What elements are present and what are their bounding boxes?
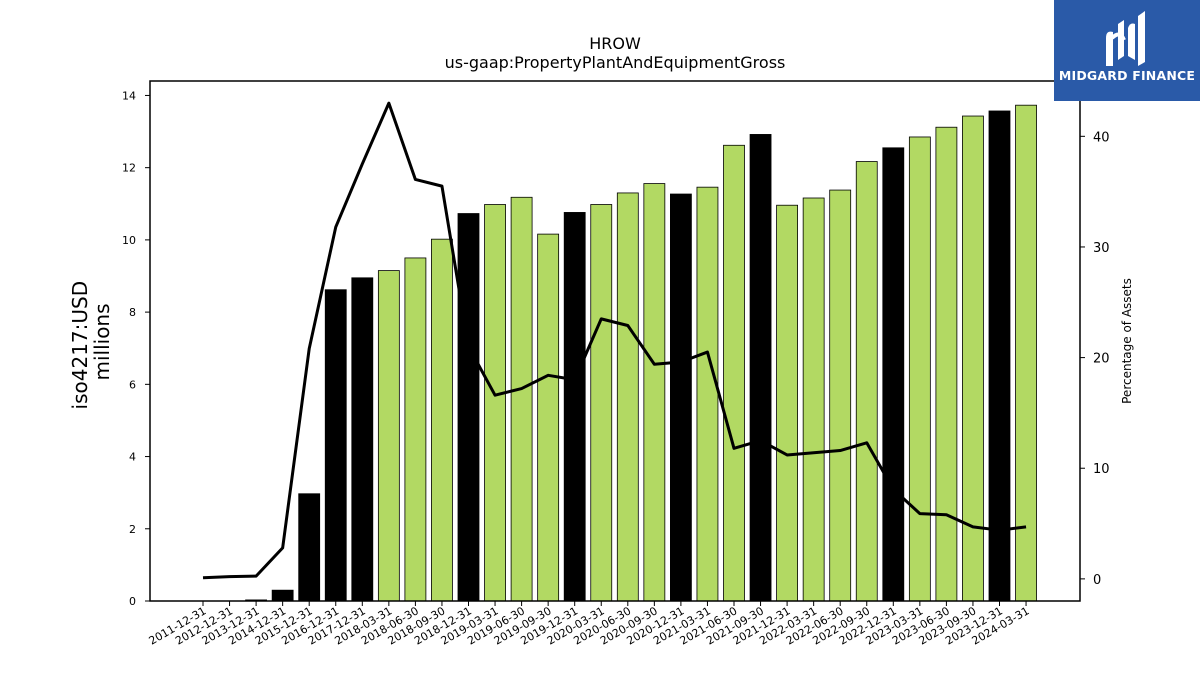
y-tick-label: 8 <box>129 306 136 319</box>
ticks: 024681012140102030402011-12-312012-12-31… <box>122 89 1110 647</box>
bar-2022-12-31 <box>882 147 905 602</box>
bar-2018-03-31 <box>377 270 400 602</box>
bar-2020-03-31 <box>590 204 613 602</box>
y-axis-label-left: iso4217:USD millions <box>68 275 114 410</box>
bar-2016-12-31 <box>324 289 347 602</box>
chart-title: HROW <box>589 34 641 53</box>
bar-2019-09-30 <box>537 233 560 602</box>
brand-logo: MIDGARD FINANCE <box>1054 0 1200 101</box>
bar-2018-12-31 <box>457 213 480 602</box>
y-tick-label: 2 <box>129 523 136 536</box>
bar-2022-09-30 <box>855 161 878 602</box>
bar-2023-03-31 <box>908 136 931 602</box>
bar-2019-12-31 <box>563 212 586 602</box>
bar-2014-12-31 <box>271 589 294 602</box>
bar-2018-06-30 <box>404 257 427 602</box>
bar-2022-06-30 <box>829 189 852 602</box>
bar-2019-03-31 <box>484 204 506 602</box>
bar-2020-06-30 <box>616 192 639 602</box>
y-tick-label: 0 <box>129 595 136 608</box>
plot-frame <box>149 80 1081 602</box>
y-tick-label: 4 <box>129 451 136 464</box>
y-tick-label: 12 <box>122 162 136 175</box>
chart-subtitle: us-gaap:PropertyPlantAndEquipmentGross <box>445 53 786 72</box>
y-tick-label: 14 <box>122 89 136 102</box>
bar-2018-09-30 <box>431 238 453 602</box>
bar-2021-09-30 <box>749 134 772 602</box>
y2-tick-label: 20 <box>1093 352 1110 367</box>
bar-2020-09-30 <box>643 183 666 602</box>
y-axis-label-line-1: iso4217:USD <box>68 281 92 410</box>
line-series <box>202 101 1027 580</box>
brand-mark-icon <box>1106 11 1145 67</box>
axes <box>149 80 1081 602</box>
bar-2022-03-31 <box>802 197 825 602</box>
y-tick-label: 6 <box>129 378 136 391</box>
bar-2021-06-30 <box>723 144 745 602</box>
y-tick-label: 10 <box>122 234 136 247</box>
bar-2021-03-31 <box>696 186 719 602</box>
bar-2017-12-31 <box>351 277 374 602</box>
bar-2015-12-31 <box>298 493 321 602</box>
y-axis-label-right: Percentage of Assets <box>1120 278 1134 404</box>
bar-2021-12-31 <box>776 204 798 602</box>
y2-tick-label: 10 <box>1093 462 1110 477</box>
bar-2023-06-30 <box>935 126 958 602</box>
y-axis-label-line-2: millions <box>90 303 114 380</box>
bar-2019-06-30 <box>510 196 533 602</box>
bar-2020-12-31 <box>670 193 692 602</box>
y2-tick-label: 30 <box>1093 241 1110 256</box>
bar-2023-12-31 <box>988 110 1011 602</box>
brand-name: MIDGARD FINANCE <box>1058 68 1196 83</box>
y2-tick-label: 0 <box>1093 573 1101 588</box>
bar-series <box>245 104 1037 602</box>
percentage-line <box>202 101 1027 580</box>
y2-tick-label: 40 <box>1093 130 1110 145</box>
